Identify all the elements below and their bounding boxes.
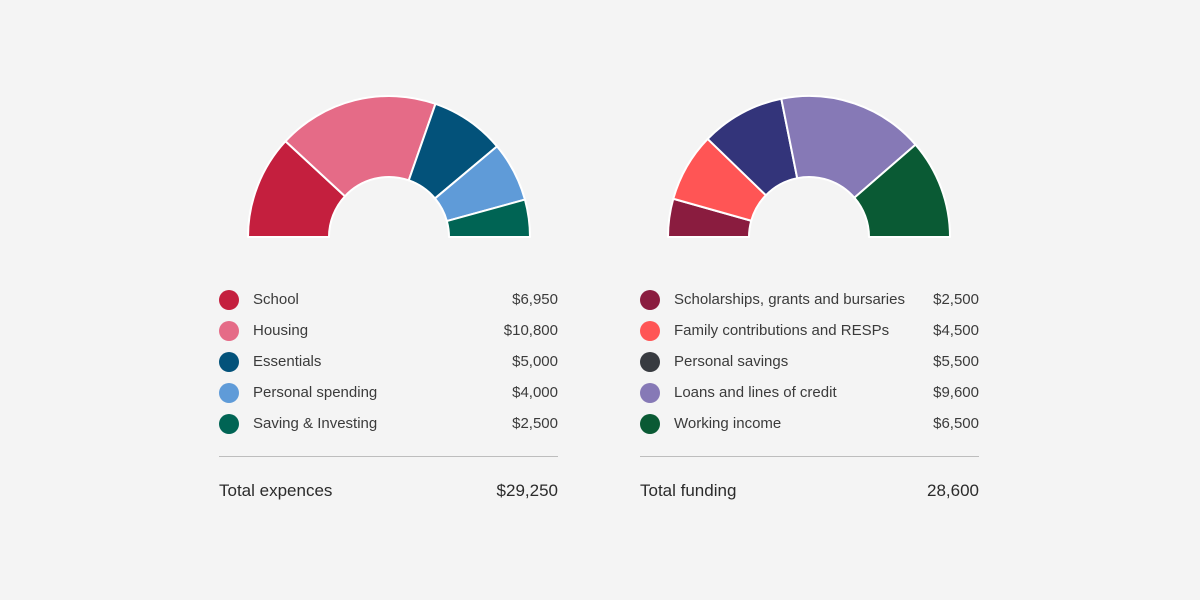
funding-panel: Scholarships, grants and bursaries $2,500… [640,284,979,501]
legend-item: Personal savings $5,500 [640,346,979,377]
legend-dot-icon [219,351,239,372]
expenses-legend: School $6,950 Housing $10,800 Essentials $5… [219,284,558,439]
legend-item: Family contributions and RESPs $4,500 [640,315,979,346]
legend-value: $5,500 [933,353,979,370]
legend-dot-icon [219,413,239,434]
legend-value: $2,500 [512,415,558,432]
charts-canvas [247,95,951,238]
legend-dot-icon [640,413,660,434]
legend-value: $5,000 [512,353,558,370]
legend-item: Housing $10,800 [219,315,558,346]
legend-value: $4,500 [933,322,979,339]
donut-slice-saving-investing [445,198,531,238]
funding-legend: Scholarships, grants and bursaries $2,500… [640,284,979,439]
legend-label: Saving & Investing [253,415,378,432]
legend-label: Personal savings [674,353,789,370]
legend-label: Family contributions and RESPs [674,322,890,339]
legend-value: $6,500 [933,415,979,432]
donut-slice-loans-and-lines-of-credit [780,95,917,199]
divider [640,456,979,457]
legend-item: School $6,950 [219,284,558,315]
legend-label: Working income [674,415,782,432]
total-value: $29,250 [496,481,558,500]
total-label: Total expences [219,481,333,500]
legend-value: $2,500 [933,291,979,308]
legend-value: $9,600 [933,384,979,401]
expenses-panel: School $6,950 Housing $10,800 Essentials $5… [219,284,558,501]
legend-item: Saving & Investing $2,500 [219,408,558,439]
donut-slice-housing [284,95,437,198]
legend-dot-icon [219,382,239,403]
legend-value: $6,950 [512,291,558,308]
legend-item: Scholarships, grants and bursaries $2,500 [640,284,979,315]
total-row: Total funding 28,600 [640,481,979,501]
total-label: Total funding [640,481,737,500]
legend-label: Personal spending [253,384,378,401]
legend-item: Essentials $5,000 [219,346,558,377]
total-value: 28,600 [927,481,979,500]
expenses-half-donut [247,95,531,238]
funding-half-donut [667,95,951,238]
legend-item: Working income $6,500 [640,408,979,439]
legend-item: Personal spending $4,000 [219,377,558,408]
legend-dot-icon [640,351,660,372]
legend-value: $4,000 [512,384,558,401]
legend-label: Scholarships, grants and bursaries [674,291,905,308]
legend-item: Loans and lines of credit $9,600 [640,377,979,408]
legend-label: Housing [253,322,309,339]
legend-value: $10,800 [503,322,558,339]
total-row: Total expences $29,250 [219,481,558,501]
divider [219,456,558,457]
legend-label: School [253,291,299,308]
legend-dot-icon [640,289,660,310]
donut-slice-working-income [853,143,951,238]
legend-dot-icon [219,289,239,310]
legend-label: Loans and lines of credit [674,384,837,401]
legend-dot-icon [640,320,660,341]
legend-dot-icon [640,382,660,403]
legend-dot-icon [219,320,239,341]
legend-label: Essentials [253,353,322,370]
